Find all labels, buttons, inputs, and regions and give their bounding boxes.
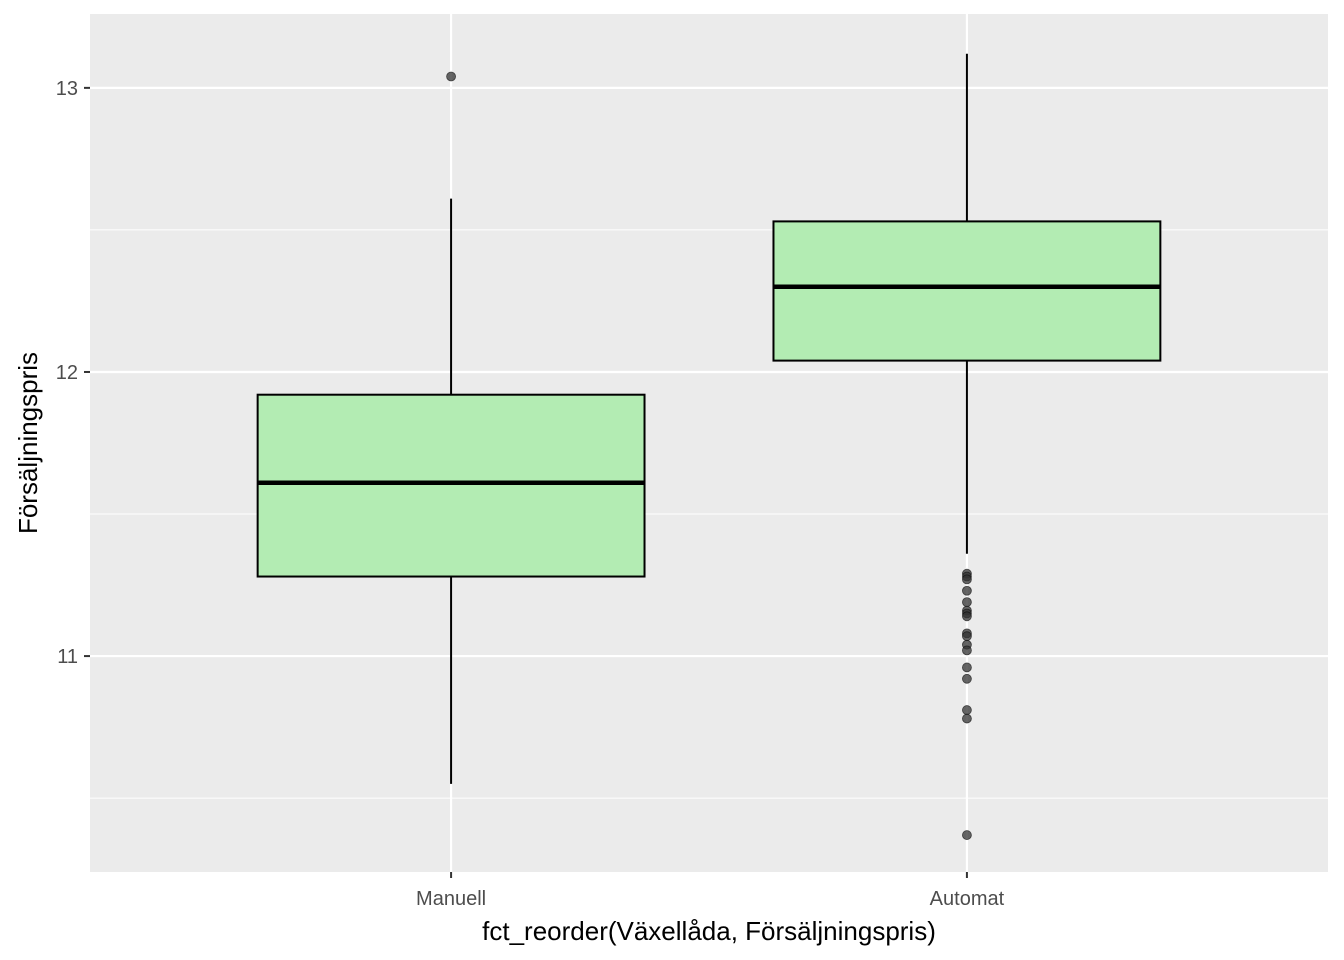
y-tick-label: 13 <box>56 78 78 100</box>
outlier-point <box>962 597 972 607</box>
iqr-box <box>772 220 1162 362</box>
boxes-layer <box>256 53 1162 840</box>
x-axis: Manuell Automat <box>416 872 1005 910</box>
outlier-point <box>446 71 456 82</box>
outlier-point <box>962 631 972 642</box>
outlier-point <box>962 713 972 724</box>
outlier-point <box>962 645 972 656</box>
outlier-point <box>962 662 972 673</box>
box-group-automat <box>772 53 1162 840</box>
x-axis-title: fct_reorder(Växellåda, Försäljningspris) <box>482 916 936 946</box>
outlier-point <box>962 673 972 684</box>
x-tick-label: Automat <box>930 888 1005 910</box>
outlier-point <box>962 830 972 840</box>
x-tick-label: Manuell <box>416 888 486 910</box>
outlier-point <box>962 574 972 585</box>
y-tick-label: 11 <box>57 646 78 668</box>
y-tick-label: 12 <box>56 362 78 384</box>
y-axis: 11 12 13 <box>56 78 90 668</box>
iqr-box <box>256 393 646 578</box>
y-axis-title: Försäljningspris <box>13 352 43 534</box>
box-group-manuell <box>256 71 646 784</box>
outlier-point <box>962 611 972 622</box>
outlier-point <box>962 705 972 715</box>
outlier-point <box>962 585 972 596</box>
